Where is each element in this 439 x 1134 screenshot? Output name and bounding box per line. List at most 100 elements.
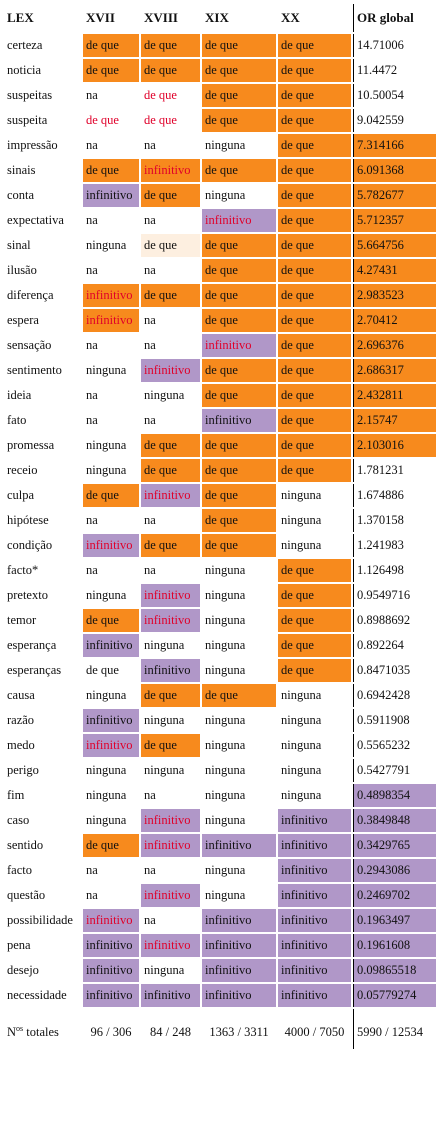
lex-cell: expectativa [7,213,64,227]
cell-xx: de que [278,559,351,582]
cell-xix: infinitivo [202,209,276,232]
table-row: possibilidade infinitivo na infinitivo infin… [4,909,436,932]
cell-xviii: de que [144,88,177,102]
cell-xix: infinitivo [202,334,276,357]
table-row: necessidade infinitivo infinitivo infinitiv… [4,984,436,1007]
cell-xx: de que [278,109,351,132]
header-xx: XX [281,10,300,25]
or-global-cell: 5.782677 [353,184,436,207]
lex-cell: diferença [7,288,54,302]
table-row: medo infinitivo de que ninguna ninguna 0.5565… [4,734,436,757]
table-row: impressão na na ninguna de que 7.314166 [4,134,436,157]
cell-xix: de que [202,509,276,532]
lex-cell: fim [7,788,25,802]
cell-xvii: na [86,138,98,152]
table-row: razão infinitivo ninguna ninguna ninguna 0.59… [4,709,436,732]
table-row: espera infinitivo na de que de que 2.70412 [4,309,436,332]
cell-xx: infinitivo [278,884,351,907]
cell-xvii: na [86,263,98,277]
lex-cell: sinal [7,238,31,252]
table-row: causa ninguna de que de que ninguna 0.6942428 [4,684,436,707]
lex-cell: facto [7,863,32,877]
cell-xvii: de que [83,484,139,507]
cell-xviii: de que [141,34,200,57]
lex-cell: hipótese [7,513,49,527]
cell-xx: de que [278,584,351,607]
cell-xvii: de que [83,34,139,57]
cell-xx: ninguna [281,538,322,552]
header-xix: XIX [205,10,229,25]
cell-xviii: infinitivo [141,659,200,682]
cell-xix: de que [202,684,276,707]
lex-cell: ilusão [7,263,37,277]
cell-xviii: infinitivo [141,484,200,507]
table-row: sinal ninguna de que de que de que 5.664756 [4,234,436,257]
cell-xx: ninguna [281,738,322,752]
cell-xvii: na [86,88,98,102]
cell-xviii: na [144,313,156,327]
cell-xix: infinitivo [202,984,276,1007]
cell-xx: de que [278,184,351,207]
table-row: sinais de que infinitivo de que de que 6.0913… [4,159,436,182]
cell-xix: de que [202,459,276,482]
or-global-cell: 4.27431 [353,259,436,282]
cell-xx: ninguna [281,488,322,502]
lex-cell: fato [7,413,27,427]
or-global-cell: 1.674886 [353,484,436,507]
cell-xx: de que [278,284,351,307]
cell-xvii: ninguna [86,588,127,602]
cell-xviii: ninguna [144,713,185,727]
table-row: sensação na na infinitivo de que 2.696376 [4,334,436,357]
cell-xix: infinitivo [202,934,276,957]
cell-xx: infinitivo [278,984,351,1007]
cell-xviii: de que [141,734,200,757]
or-global-cell: 0.1961608 [353,934,436,957]
or-global-cell: 10.50054 [353,84,436,107]
cell-xx: de que [278,459,351,482]
cell-xx: de que [278,34,351,57]
totals-label: Nos totales [4,1009,81,1049]
cell-xviii: de que [141,684,200,707]
cell-xx: de que [278,609,351,632]
total-xix: 1363 / 3311 [209,1024,269,1039]
table-row: sentido de que infinitivo infinitivo infinit… [4,834,436,857]
cell-xviii: de que [141,434,200,457]
cell-xvii: de que [83,609,139,632]
table-row: condição infinitivo de que de que ninguna 1.2… [4,534,436,557]
cell-xviii: de que [141,59,200,82]
or-global-cell: 2.103016 [353,434,436,457]
cell-xix: ninguna [205,738,246,752]
total-or-global: 5990 / 12534 [353,1009,436,1049]
cell-xviii: de que [144,113,177,127]
or-global-cell: 0.3849848 [353,809,436,832]
lexical-or-table: LEX XVII XVIII XIX XX OR global certeza d… [2,2,438,1051]
table-row: esperanças de que infinitivo ninguna de que 0… [4,659,436,682]
cell-xix: infinitivo [202,834,276,857]
lex-cell: noticia [7,63,42,77]
table-row: desejo infinitivo ninguna infinitivo infinit… [4,959,436,982]
cell-xviii: na [144,788,156,802]
cell-xvii: na [86,388,98,402]
cell-xix: de que [202,309,276,332]
or-global-cell: 1.126498 [353,559,436,582]
lex-cell: desejo [7,963,39,977]
cell-xvii: de que [86,663,119,677]
or-global-cell: 0.892264 [353,634,436,657]
cell-xix: de que [202,434,276,457]
cell-xvii: ninguna [86,438,127,452]
cell-xviii: na [144,338,156,352]
totals-label-n: N [7,1025,17,1040]
table-row: hipótese na na de que ninguna 1.370158 [4,509,436,532]
lex-cell: impressão [7,138,58,152]
lex-cell: temor [7,613,37,627]
lex-cell: medo [7,738,35,752]
table-row: fato na na infinitivo de que 2.15747 [4,409,436,432]
cell-xvii: de que [83,59,139,82]
header-row: LEX XVII XVIII XIX XX OR global [4,4,436,32]
lex-cell: receio [7,463,38,477]
table-row: fim ninguna na ninguna ninguna 0.4898354 [4,784,436,807]
cell-xix: ninguna [205,888,246,902]
header-xvii: XVII [86,10,115,25]
cell-xviii: infinitivo [141,359,200,382]
cell-xviii: de que [141,534,200,557]
